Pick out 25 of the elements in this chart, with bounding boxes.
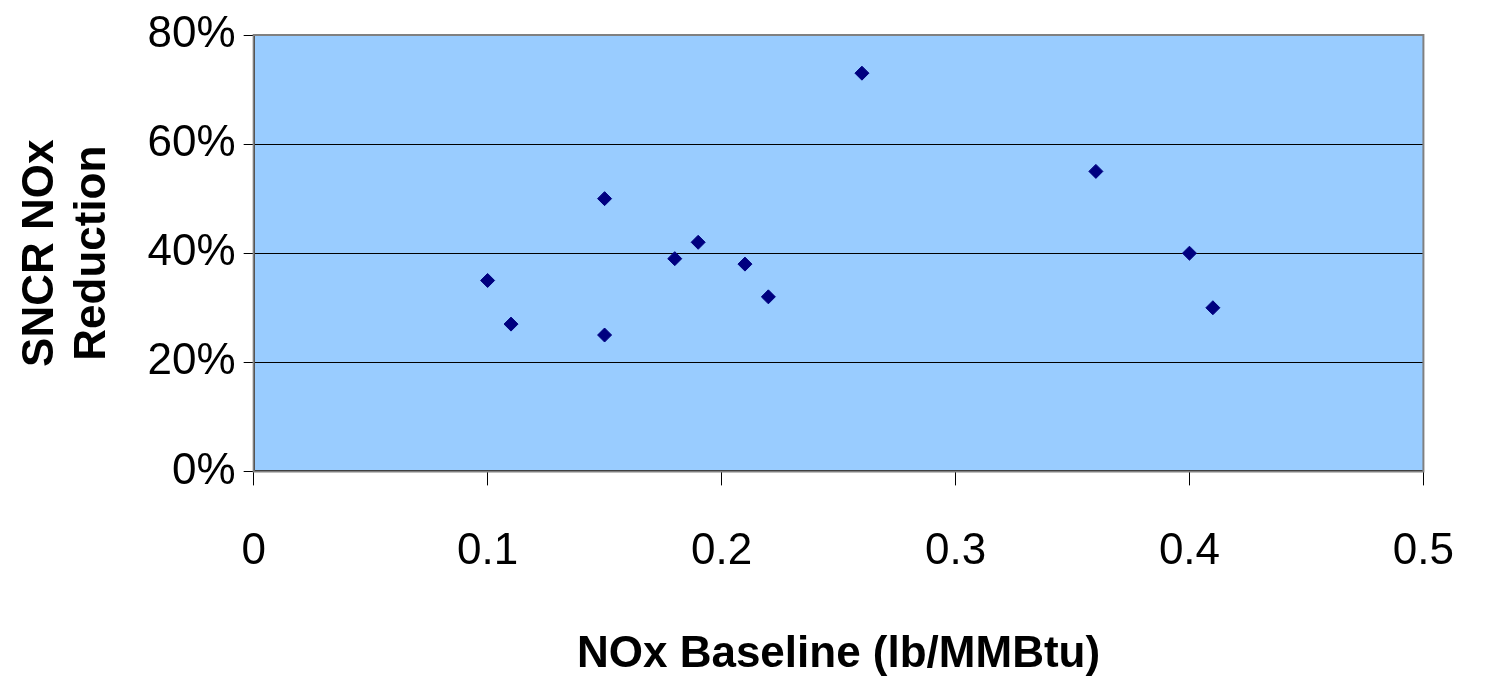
point xyxy=(480,272,496,288)
x-tick-label: 0.3 xyxy=(924,523,987,573)
x-tick-label: 0 xyxy=(241,523,266,573)
point xyxy=(1088,163,1104,179)
point xyxy=(667,251,683,267)
point xyxy=(597,191,613,207)
x-tick-label: 0.2 xyxy=(690,523,753,573)
point xyxy=(1205,300,1221,316)
y-tick-label: 40% xyxy=(147,225,236,275)
point xyxy=(690,234,706,250)
y-axis-title: SNCR NOx Reduction xyxy=(12,138,115,367)
x-tick-label: 0.5 xyxy=(1392,523,1454,573)
y-tick-label: 0% xyxy=(172,443,236,493)
point xyxy=(503,316,519,332)
y-tick-label: 80% xyxy=(147,7,236,57)
point xyxy=(737,256,753,272)
x-tick-label: 0.1 xyxy=(457,523,519,573)
y-tick-label: 20% xyxy=(147,334,236,384)
y-tick-label: 60% xyxy=(147,116,236,166)
point xyxy=(760,289,776,305)
x-tick-label: 0.4 xyxy=(1158,523,1221,573)
point xyxy=(854,65,870,81)
point xyxy=(1181,245,1197,261)
point xyxy=(597,327,613,343)
x-axis-title: NOx Baseline (lb/MMBtu) xyxy=(576,626,1101,676)
